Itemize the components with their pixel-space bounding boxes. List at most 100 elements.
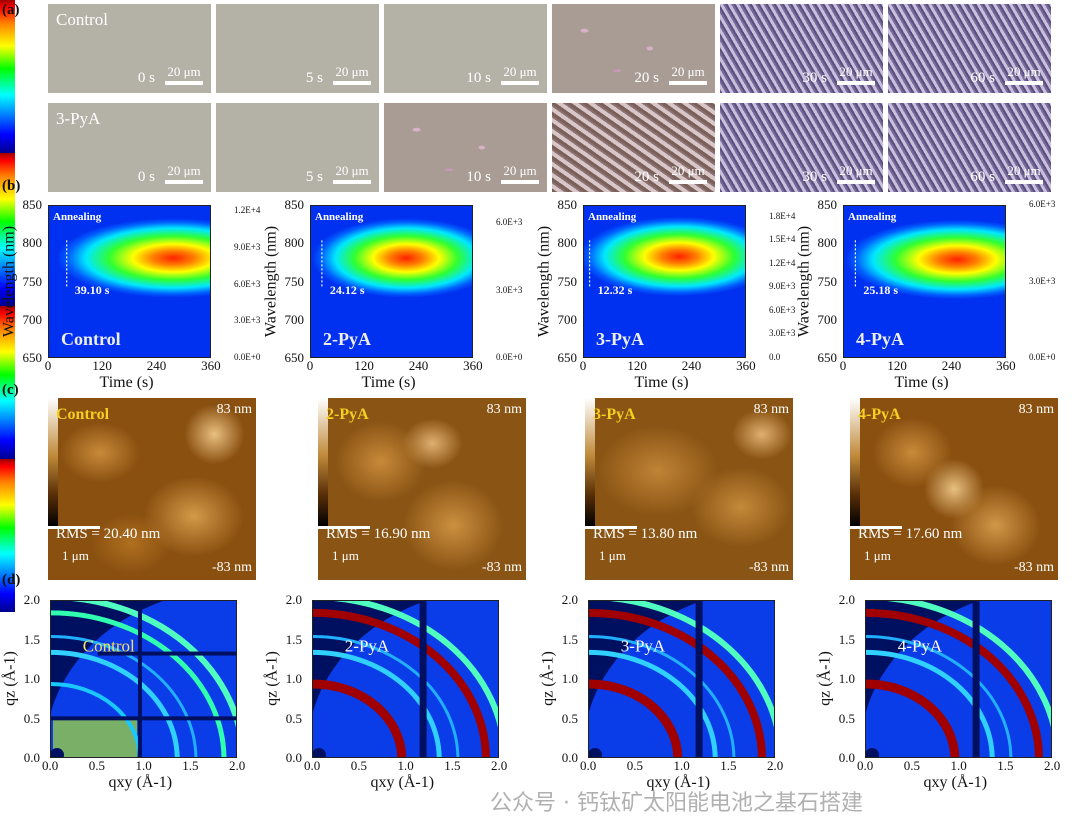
rms-label: RMS = 17.60 nm <box>858 526 963 542</box>
x-tick-label: 1.0 <box>135 758 152 773</box>
x-tick-label: 0.0 <box>580 758 597 773</box>
scale-bar: 20 μm <box>165 64 203 85</box>
detector-gap <box>972 601 980 757</box>
colorbar-tick-label: 9.0E+3 <box>234 241 261 252</box>
afm-image: 4-PyA 83 nm -83 nm RMS = 17.60 nm 1 μm <box>850 398 1058 580</box>
colorbar-max-label: 83 nm <box>753 402 789 417</box>
annealing-annotation: Annealing <box>315 211 364 223</box>
emission-band <box>845 219 1005 300</box>
x-tick-label: 0 <box>306 358 314 373</box>
height-colorbar <box>850 398 860 526</box>
y-tick-label: 0.0 <box>561 750 578 765</box>
heatmap-plot: Annealing 12.32 s 3-PyA <box>583 205 746 358</box>
sample-label: 2-PyA <box>323 329 371 349</box>
diffraction-ring <box>71 601 236 729</box>
scale-bar-line <box>501 180 539 184</box>
colorbar-tick-label: 0.0E+0 <box>234 352 261 362</box>
scale-bar-label: 1 μm <box>332 548 359 563</box>
y-tick-label: 850 <box>22 197 43 212</box>
afm-image: 3-PyA 83 nm -83 nm RMS = 13.80 nm 1 μm <box>585 398 793 580</box>
detector-gap <box>51 716 236 721</box>
y-tick-label: 0.0 <box>285 750 302 765</box>
microscopy-frame: 10 s 20 μm <box>384 103 547 192</box>
rms-label: RMS = 20.40 nm <box>56 526 161 542</box>
x-tick-label: 1.5 <box>182 758 199 773</box>
x-tick-label: 0.5 <box>88 758 105 773</box>
y-tick-label: 0.5 <box>561 710 578 726</box>
x-tick-label: 120 <box>354 358 374 373</box>
beamstop <box>589 748 602 757</box>
sample-label: 3-PyA <box>621 637 666 656</box>
annealing-annotation: Annealing <box>848 211 897 223</box>
emission-band <box>584 216 745 297</box>
scale-bar-label: 20 μm <box>1007 163 1041 178</box>
scale-bar: 20 μm <box>669 163 707 184</box>
y-tick-label: 1.5 <box>23 631 40 647</box>
x-tick-label: 360 <box>996 358 1016 373</box>
watermark: 公众号 · 钙钛矿太阳能电池之基石搭建 <box>490 791 863 816</box>
time-label: 30 s <box>802 169 827 185</box>
x-tick-label: 0.0 <box>304 758 321 773</box>
x-tick-label: 240 <box>408 358 429 373</box>
diffraction-ring <box>589 679 683 757</box>
x-tick-label: 360 <box>736 358 756 373</box>
y-tick-label: 650 <box>284 350 305 365</box>
scale-bar-label: 20 μm <box>167 64 201 79</box>
scale-bar <box>48 526 100 529</box>
emission-band <box>311 218 472 298</box>
colorbar-tick-label: 9.0E+3 <box>769 281 796 292</box>
y-tick-label: 650 <box>817 350 838 365</box>
colorbar-tick-label: 6.0E+3 <box>769 304 796 315</box>
microscopy-frame: 60 s 20 μm <box>888 4 1051 93</box>
y-tick-label: 800 <box>817 235 838 251</box>
diffraction-ring <box>866 679 960 757</box>
diffraction-ring <box>313 649 442 757</box>
onset-label: 24.12 s <box>330 283 365 297</box>
scale-bar-label: 1 μm <box>864 548 891 563</box>
y-tick-label: 1.5 <box>838 631 855 647</box>
colorbar-tick-label: 1.8E+4 <box>769 210 796 221</box>
scale-bar-line <box>501 81 539 85</box>
detector-gap <box>137 601 142 757</box>
scale-bar-label: 20 μm <box>839 163 873 178</box>
detector-gap <box>695 601 703 757</box>
x-tick-label: 240 <box>681 358 702 373</box>
colorbar-tick-label: 6.0E+3 <box>234 278 261 289</box>
detector-gap <box>419 601 427 757</box>
diffraction-ring <box>51 635 198 757</box>
y-tick-label: 800 <box>284 235 305 251</box>
y-axis-label: qz (Å-1) <box>539 651 557 706</box>
diffraction-ring <box>609 601 774 729</box>
y-tick-label: 2.0 <box>561 592 578 607</box>
y-tick-label: 0.5 <box>285 710 302 726</box>
y-tick-label: 2.0 <box>23 592 40 607</box>
y-tick-label: 700 <box>817 311 838 327</box>
time-label: 10 s <box>466 70 491 86</box>
microscopy-frame: 20 s 20 μm <box>552 4 715 93</box>
microscopy-frame: 20 s 20 μm <box>552 103 715 192</box>
sample-label: 2-PyA <box>345 637 390 656</box>
sample-label: Control <box>56 406 110 423</box>
x-axis-label: qxy (Å-1) <box>108 774 173 791</box>
time-label: 60 s <box>970 70 995 86</box>
y-tick-label: 700 <box>557 311 578 327</box>
colorbar <box>0 0 15 153</box>
panel-label-a: (a) <box>2 2 20 18</box>
colorbar-min-label: -83 nm <box>748 560 789 575</box>
heatmap-plot: Annealing 25.18 s 4-PyA <box>843 205 1006 358</box>
scale-bar: 20 μm <box>501 163 539 184</box>
scale-bar-line <box>333 81 371 85</box>
colorbar-tick-label: 3.0E+3 <box>234 315 261 326</box>
colorbar-tick-label: 3.0E+3 <box>496 284 523 295</box>
y-axis-label: Wavelength (nm) <box>0 225 18 337</box>
scale-bar: 20 μm <box>837 64 875 85</box>
x-tick-label: 0.5 <box>626 758 643 773</box>
y-tick-label: 1.0 <box>838 671 855 686</box>
diffraction-ring <box>51 610 227 757</box>
scale-bar-label: 1 μm <box>599 548 626 563</box>
y-axis-label: qz (Å-1) <box>816 651 834 706</box>
x-tick-label: 2.0 <box>229 758 246 773</box>
y-tick-label: 700 <box>22 311 43 327</box>
microscopy-frame: 5 s 20 μm <box>216 103 379 192</box>
x-axis-label: Time (s) <box>894 374 949 391</box>
